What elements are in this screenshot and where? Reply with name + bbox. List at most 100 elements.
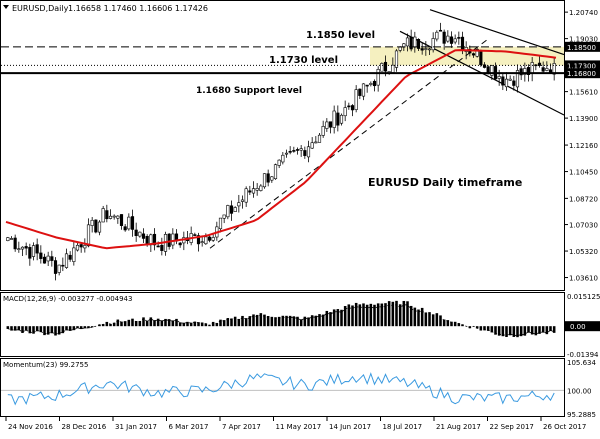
- candle-body: [416, 38, 421, 49]
- momentum-line: [7, 372, 555, 406]
- price-label: 1.20740: [569, 9, 598, 17]
- candle-body: [42, 256, 47, 264]
- candle-body: [255, 188, 259, 191]
- candle-body: [545, 68, 549, 71]
- date-label: 7 Apr 2017: [222, 423, 261, 431]
- candle-body: [288, 151, 292, 153]
- candle-body: [501, 76, 505, 86]
- candle-body: [284, 152, 289, 155]
- candle-body: [435, 31, 439, 40]
- symbol-label: EURUSD,Daily: [12, 4, 69, 13]
- macd-signal-line: [7, 304, 555, 336]
- price-label: 1.15610: [569, 89, 598, 97]
- candle-body: [504, 78, 509, 88]
- date-label: 11 May 2017: [276, 423, 322, 431]
- candle-body: [244, 188, 248, 203]
- candle-body: [90, 219, 94, 226]
- candle-body: [409, 36, 413, 50]
- momentum-axis-label: 95.2885: [567, 411, 596, 419]
- level-1730-label: 1.1730 level: [269, 55, 338, 66]
- date-axis: 24 Nov 2016 28 Dec 2016 31 Jan 2017 6 Mar 2…: [5, 417, 586, 431]
- candle-body: [237, 202, 241, 207]
- candle-body: [457, 37, 461, 39]
- candle-body: [248, 190, 252, 193]
- resistance-zone: [370, 46, 564, 66]
- candle-body: [171, 233, 175, 246]
- candle-body: [211, 237, 215, 241]
- candle-body: [64, 253, 69, 268]
- candle-body: [523, 68, 527, 75]
- candle-body: [508, 78, 512, 81]
- candle-body: [119, 214, 124, 226]
- candle-body: [405, 37, 410, 47]
- candle-body: [336, 112, 340, 126]
- candle-body: [226, 205, 230, 218]
- candle-body: [259, 185, 263, 191]
- candle-body: [519, 68, 523, 76]
- price-label: 1.16800: [567, 70, 596, 78]
- collapse-triangle-icon[interactable]: [3, 5, 9, 9]
- candle-body: [83, 245, 87, 249]
- candle-body: [449, 36, 454, 44]
- timeframe-label: EURUSD Daily timeframe: [368, 176, 522, 189]
- candle-body: [196, 235, 201, 245]
- price-label: 1.10450: [569, 169, 598, 177]
- candle-body: [314, 141, 318, 144]
- macd-zero-highlight: [565, 321, 600, 332]
- candle-body: [317, 134, 322, 143]
- candle-body: [152, 233, 157, 246]
- candle-body: [295, 149, 300, 151]
- ohlc-values: 1.16658 1.17460 1.16606 1.17426: [68, 4, 208, 13]
- candle-body: [420, 48, 424, 51]
- candle-body: [108, 215, 113, 219]
- candle-body: [328, 121, 333, 128]
- candle-body: [112, 215, 116, 218]
- macd-label: MACD(12,26,9) -0.003277 -0.004943: [3, 295, 132, 303]
- candle-body: [332, 110, 336, 128]
- macd-axis-label: 0.00: [570, 323, 586, 331]
- candle-body: [145, 235, 149, 245]
- candle-body: [325, 121, 329, 129]
- candles: [6, 22, 556, 281]
- macd-axis-label: 0.015125: [567, 293, 600, 301]
- momentum-axis-label: 100.00: [567, 387, 592, 395]
- candle-body: [116, 215, 120, 219]
- candle-body: [218, 217, 223, 230]
- candle-body: [299, 148, 303, 151]
- candle-body: [50, 256, 54, 261]
- price-label: 1.12160: [569, 142, 598, 150]
- candle-body: [20, 246, 25, 250]
- candle-body: [229, 205, 234, 214]
- candle-body: [53, 260, 58, 274]
- candle-body: [138, 231, 142, 237]
- candle-body: [251, 188, 256, 194]
- candle-body: [127, 216, 131, 230]
- candle-body: [475, 48, 479, 57]
- candle-body: [167, 233, 171, 247]
- candle-body: [394, 50, 399, 68]
- candle-body: [281, 154, 285, 163]
- candle-body: [310, 142, 314, 149]
- candle-body: [526, 67, 531, 75]
- candle-body: [347, 105, 351, 108]
- candle-body: [123, 226, 127, 231]
- candle-body: [178, 242, 182, 246]
- candle-body: [479, 50, 483, 66]
- candle-body: [72, 247, 76, 262]
- candle-body: [57, 264, 61, 273]
- candle-body: [39, 252, 43, 259]
- candle-body: [86, 224, 91, 247]
- price-label-highlight: [565, 41, 600, 52]
- candle-body: [94, 219, 98, 233]
- candle-body: [28, 247, 32, 259]
- candle-body: [442, 31, 446, 44]
- candle-body: [380, 63, 384, 72]
- date-label: 14 Jun 2017: [329, 423, 371, 431]
- date-label: 31 Jan 2017: [115, 423, 157, 431]
- date-label: 22 Sep 2017: [490, 423, 534, 431]
- price-label: 1.03610: [569, 275, 598, 283]
- price-label: 1.13900: [569, 115, 598, 123]
- candle-body: [350, 105, 355, 111]
- dashed-trendline: [209, 38, 489, 249]
- candle-body: [266, 173, 270, 183]
